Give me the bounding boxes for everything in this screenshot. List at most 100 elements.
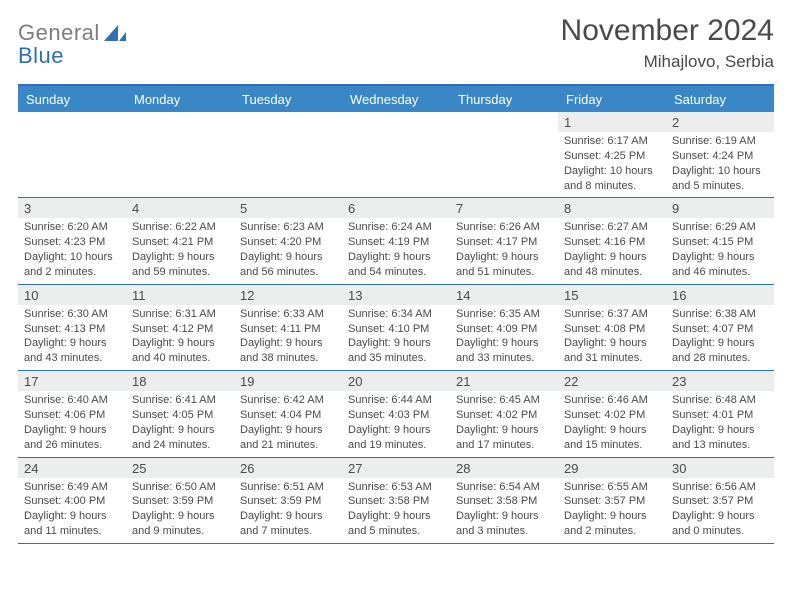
day-number: 12	[234, 285, 342, 305]
day-info: Sunrise: 6:35 AMSunset: 4:09 PMDaylight:…	[450, 305, 558, 370]
day-cell: 19Sunrise: 6:42 AMSunset: 4:04 PMDayligh…	[234, 371, 342, 456]
sunrise-text: Sunrise: 6:50 AM	[132, 480, 228, 495]
day-info: Sunrise: 6:54 AMSunset: 3:58 PMDaylight:…	[450, 478, 558, 543]
day-cell: 29Sunrise: 6:55 AMSunset: 3:57 PMDayligh…	[558, 458, 666, 543]
daylight-text: Daylight: 9 hours and 5 minutes.	[348, 509, 444, 539]
day-cell	[18, 112, 126, 197]
sunrise-text: Sunrise: 6:27 AM	[564, 220, 660, 235]
day-cell: 28Sunrise: 6:54 AMSunset: 3:58 PMDayligh…	[450, 458, 558, 543]
day-info	[126, 117, 234, 123]
sunrise-text: Sunrise: 6:17 AM	[564, 134, 660, 149]
day-cell: 15Sunrise: 6:37 AMSunset: 4:08 PMDayligh…	[558, 285, 666, 370]
day-number: 3	[18, 198, 126, 218]
sunrise-text: Sunrise: 6:40 AM	[24, 393, 120, 408]
daylight-text: Daylight: 10 hours and 2 minutes.	[24, 250, 120, 280]
sunset-text: Sunset: 4:09 PM	[456, 322, 552, 337]
day-cell: 25Sunrise: 6:50 AMSunset: 3:59 PMDayligh…	[126, 458, 234, 543]
sunset-text: Sunset: 4:11 PM	[240, 322, 336, 337]
sunset-text: Sunset: 3:58 PM	[456, 494, 552, 509]
sunset-text: Sunset: 4:05 PM	[132, 408, 228, 423]
day-number: 28	[450, 458, 558, 478]
title-block: November 2024 Mihajlovo, Serbia	[561, 14, 774, 72]
sunrise-text: Sunrise: 6:38 AM	[672, 307, 768, 322]
sunrise-text: Sunrise: 6:29 AM	[672, 220, 768, 235]
daylight-text: Daylight: 9 hours and 40 minutes.	[132, 336, 228, 366]
sunrise-text: Sunrise: 6:55 AM	[564, 480, 660, 495]
daylight-text: Daylight: 10 hours and 5 minutes.	[672, 164, 768, 194]
daylight-text: Daylight: 9 hours and 54 minutes.	[348, 250, 444, 280]
day-cell	[342, 112, 450, 197]
logo-sail-icon	[104, 25, 126, 41]
week-row: 24Sunrise: 6:49 AMSunset: 4:00 PMDayligh…	[18, 458, 774, 544]
page-header: General November 2024 Mihajlovo, Serbia	[18, 14, 774, 72]
dayhead-saturday: Saturday	[666, 86, 774, 112]
day-number: 24	[18, 458, 126, 478]
day-info: Sunrise: 6:40 AMSunset: 4:06 PMDaylight:…	[18, 391, 126, 456]
day-number: 8	[558, 198, 666, 218]
sunrise-text: Sunrise: 6:54 AM	[456, 480, 552, 495]
day-cell: 6Sunrise: 6:24 AMSunset: 4:19 PMDaylight…	[342, 198, 450, 283]
day-info: Sunrise: 6:53 AMSunset: 3:58 PMDaylight:…	[342, 478, 450, 543]
day-cell: 23Sunrise: 6:48 AMSunset: 4:01 PMDayligh…	[666, 371, 774, 456]
day-header-row: Sunday Monday Tuesday Wednesday Thursday…	[18, 86, 774, 112]
day-info: Sunrise: 6:50 AMSunset: 3:59 PMDaylight:…	[126, 478, 234, 543]
daylight-text: Daylight: 9 hours and 35 minutes.	[348, 336, 444, 366]
day-cell: 10Sunrise: 6:30 AMSunset: 4:13 PMDayligh…	[18, 285, 126, 370]
day-cell: 4Sunrise: 6:22 AMSunset: 4:21 PMDaylight…	[126, 198, 234, 283]
day-cell: 14Sunrise: 6:35 AMSunset: 4:09 PMDayligh…	[450, 285, 558, 370]
sunset-text: Sunset: 4:16 PM	[564, 235, 660, 250]
daylight-text: Daylight: 9 hours and 26 minutes.	[24, 423, 120, 453]
sunset-text: Sunset: 4:07 PM	[672, 322, 768, 337]
day-info: Sunrise: 6:22 AMSunset: 4:21 PMDaylight:…	[126, 218, 234, 283]
day-info: Sunrise: 6:30 AMSunset: 4:13 PMDaylight:…	[18, 305, 126, 370]
sunset-text: Sunset: 3:57 PM	[672, 494, 768, 509]
page-subtitle: Mihajlovo, Serbia	[561, 52, 774, 72]
sunrise-text: Sunrise: 6:23 AM	[240, 220, 336, 235]
daylight-text: Daylight: 9 hours and 7 minutes.	[240, 509, 336, 539]
day-number: 13	[342, 285, 450, 305]
day-info: Sunrise: 6:34 AMSunset: 4:10 PMDaylight:…	[342, 305, 450, 370]
day-number: 9	[666, 198, 774, 218]
sunrise-text: Sunrise: 6:41 AM	[132, 393, 228, 408]
sunrise-text: Sunrise: 6:48 AM	[672, 393, 768, 408]
day-number: 1	[558, 112, 666, 132]
sunrise-text: Sunrise: 6:24 AM	[348, 220, 444, 235]
day-info: Sunrise: 6:33 AMSunset: 4:11 PMDaylight:…	[234, 305, 342, 370]
dayhead-friday: Friday	[558, 86, 666, 112]
day-number: 25	[126, 458, 234, 478]
day-info: Sunrise: 6:29 AMSunset: 4:15 PMDaylight:…	[666, 218, 774, 283]
sunset-text: Sunset: 3:59 PM	[132, 494, 228, 509]
sunset-text: Sunset: 4:06 PM	[24, 408, 120, 423]
day-cell: 8 Sunrise: 6:27 AMSunset: 4:16 PMDaylight…	[558, 198, 666, 283]
day-cell: 9Sunrise: 6:29 AMSunset: 4:15 PMDaylight…	[666, 198, 774, 283]
daylight-text: Daylight: 9 hours and 56 minutes.	[240, 250, 336, 280]
day-number: 29	[558, 458, 666, 478]
daylight-text: Daylight: 9 hours and 31 minutes.	[564, 336, 660, 366]
sunset-text: Sunset: 4:02 PM	[456, 408, 552, 423]
daylight-text: Daylight: 9 hours and 3 minutes.	[456, 509, 552, 539]
day-info: Sunrise: 6:45 AMSunset: 4:02 PMDaylight:…	[450, 391, 558, 456]
day-cell: 24Sunrise: 6:49 AMSunset: 4:00 PMDayligh…	[18, 458, 126, 543]
daylight-text: Daylight: 9 hours and 13 minutes.	[672, 423, 768, 453]
daylight-text: Daylight: 9 hours and 48 minutes.	[564, 250, 660, 280]
day-info: Sunrise: 6:56 AMSunset: 3:57 PMDaylight:…	[666, 478, 774, 543]
day-info: Sunrise: 6:19 AMSunset: 4:24 PMDaylight:…	[666, 132, 774, 197]
day-number: 19	[234, 371, 342, 391]
daylight-text: Daylight: 9 hours and 38 minutes.	[240, 336, 336, 366]
logo: General	[18, 14, 130, 46]
daylight-text: Daylight: 9 hours and 43 minutes.	[24, 336, 120, 366]
sunset-text: Sunset: 4:25 PM	[564, 149, 660, 164]
sunset-text: Sunset: 3:59 PM	[240, 494, 336, 509]
daylight-text: Daylight: 9 hours and 33 minutes.	[456, 336, 552, 366]
sunset-text: Sunset: 4:08 PM	[564, 322, 660, 337]
day-cell: 30Sunrise: 6:56 AMSunset: 3:57 PMDayligh…	[666, 458, 774, 543]
day-cell: 20Sunrise: 6:44 AMSunset: 4:03 PMDayligh…	[342, 371, 450, 456]
day-number: 20	[342, 371, 450, 391]
day-cell: 27Sunrise: 6:53 AMSunset: 3:58 PMDayligh…	[342, 458, 450, 543]
sunrise-text: Sunrise: 6:22 AM	[132, 220, 228, 235]
sunrise-text: Sunrise: 6:37 AM	[564, 307, 660, 322]
day-number: 7	[450, 198, 558, 218]
day-number: 14	[450, 285, 558, 305]
sunrise-text: Sunrise: 6:44 AM	[348, 393, 444, 408]
daylight-text: Daylight: 9 hours and 9 minutes.	[132, 509, 228, 539]
